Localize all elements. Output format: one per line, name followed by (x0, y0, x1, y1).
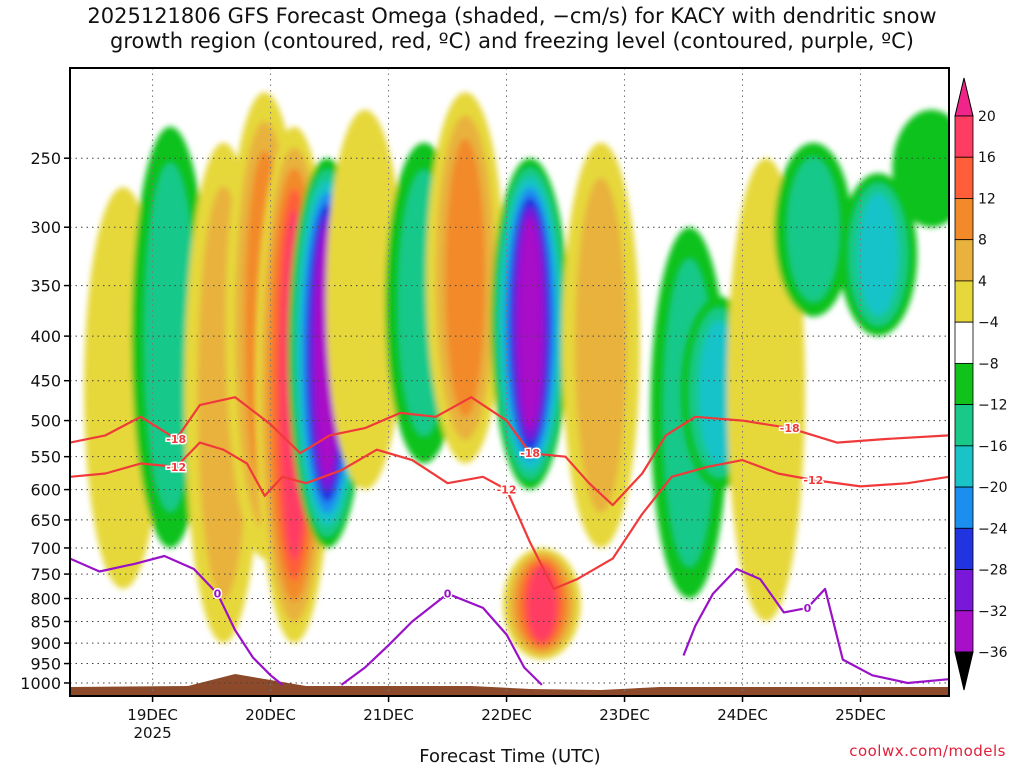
omega-cell (787, 157, 840, 302)
omega-cell (144, 163, 197, 512)
y-tick-label: 950 (30, 655, 61, 674)
y-tick-label: 250 (30, 149, 61, 168)
freezing-level-label: 0 (214, 588, 222, 601)
colorbar-swatch (954, 239, 974, 282)
colorbar-swatch (954, 156, 974, 199)
colorbar-label: −12 (978, 398, 1008, 414)
plot-area: -18 -18 -18 -12 -12 -12 0 0 0 250 300 350 400 450 500 5… (20, 67, 950, 742)
colorbar-under-arrow (954, 651, 974, 691)
y-tick-label: 550 (30, 448, 61, 467)
grid (70, 68, 949, 696)
site-credit: coolwx.com/models (849, 742, 1006, 760)
x-tick-label: 23DEC (599, 706, 650, 724)
colorbar-label: −8 (978, 356, 999, 372)
colorbar-swatch (954, 198, 974, 241)
y-tick-label: 800 (30, 590, 61, 609)
colorbar-label: 12 (978, 191, 996, 207)
y-tick-label: 450 (30, 372, 61, 391)
colorbar-label: −28 (978, 563, 1008, 579)
colorbar-label: −32 (978, 604, 1008, 620)
plot-frame (69, 67, 950, 697)
chart-title-line-1: 2025121806 GFS Forecast Omega (shaded, −… (87, 4, 937, 28)
colorbar-swatch (954, 445, 974, 488)
y-tick-label: 650 (30, 511, 61, 530)
omega-cell (517, 217, 543, 431)
y-tick-label: 350 (30, 277, 61, 296)
x-tick-label: 20DEC (245, 706, 296, 724)
x-year-label: 2025 (133, 724, 171, 742)
colorbar-swatch (954, 280, 974, 323)
freezing-level-label: 0 (444, 588, 452, 601)
chart-title-line-2: growth region (contoured, red, ºC) and f… (110, 29, 914, 53)
omega-cell (858, 193, 899, 316)
y-tick-label: 600 (30, 481, 61, 500)
colorbar-swatch (954, 569, 974, 612)
colorbar-label: 16 (978, 150, 996, 166)
colorbar-label: 20 (978, 109, 996, 125)
dgz-contour-label: -12 (166, 461, 186, 474)
colorbar-over-arrow (954, 77, 974, 117)
colorbar-label: −24 (978, 521, 1008, 537)
dgz-contour (70, 396, 949, 507)
colorbar-label: −4 (978, 315, 999, 331)
contours: -18 -18 -18 -12 -12 -12 0 0 0 (70, 396, 949, 686)
colorbar-label: −20 (978, 480, 1008, 496)
x-tick-label: 21DEC (363, 706, 414, 724)
y-tick-label: 850 (30, 612, 61, 631)
y-tick-label: 300 (30, 218, 61, 237)
freezing-level-contour (70, 554, 284, 686)
omega-cell (892, 109, 949, 228)
x-tick-label: 19DEC (127, 706, 178, 724)
chart-title: 2025121806 GFS Forecast Omega (shaded, −… (0, 4, 1024, 54)
colorbar: 20 16 12 8 4 −4 −8 −12 −16 −20 −24 −28 −32 −36 (954, 77, 1008, 691)
colorbar-swatch (954, 486, 974, 529)
dgz-contour-label: -18 (520, 447, 540, 460)
colorbar-label: −36 (978, 645, 1008, 661)
x-tick-label: 22DEC (481, 706, 532, 724)
freezing-level-contour (682, 567, 949, 685)
dgz-contour-label: -18 (166, 433, 186, 446)
x-tick-label: 25DEC (835, 706, 886, 724)
colorbar-swatch (954, 321, 974, 364)
omega-cell (575, 177, 627, 513)
colorbar-label: 4 (978, 274, 987, 290)
y-tick-label: 1000 (20, 674, 61, 693)
x-axis-label: Forecast Time (UTC) (419, 746, 601, 767)
dgz-contour-label: -12 (497, 484, 517, 497)
y-axis: 250 300 350 400 450 500 550 600 650 700 750 800 850 9… (20, 149, 70, 693)
colorbar-label: 8 (978, 233, 987, 249)
colorbar-swatch (954, 527, 974, 570)
colorbar-swatch (954, 404, 974, 447)
dgz-contour (70, 441, 949, 590)
y-tick-label: 400 (30, 327, 61, 346)
freezing-level-contour (340, 592, 543, 686)
y-tick-label: 700 (30, 539, 61, 558)
omega-cell (527, 565, 557, 642)
y-tick-label: 900 (30, 634, 61, 653)
omega-cell (326, 109, 404, 490)
freezing-level-label: 0 (804, 602, 812, 615)
x-tick-label: 24DEC (717, 706, 768, 724)
dgz-contour-label: -18 (780, 422, 800, 435)
y-tick-label: 750 (30, 565, 61, 584)
colorbar-swatch (954, 362, 974, 406)
y-tick-label: 500 (30, 412, 61, 431)
colorbar-swatch (954, 115, 974, 158)
x-axis: 19DEC 20DEC 21DEC 22DEC 23DEC 24DEC 25DEC 2025 (127, 696, 886, 742)
colorbar-swatch (954, 610, 974, 653)
omega-cell (445, 138, 486, 418)
colorbar-label: −16 (978, 439, 1008, 455)
surface-terrain (70, 674, 949, 696)
dgz-contour-label: -12 (803, 474, 823, 487)
